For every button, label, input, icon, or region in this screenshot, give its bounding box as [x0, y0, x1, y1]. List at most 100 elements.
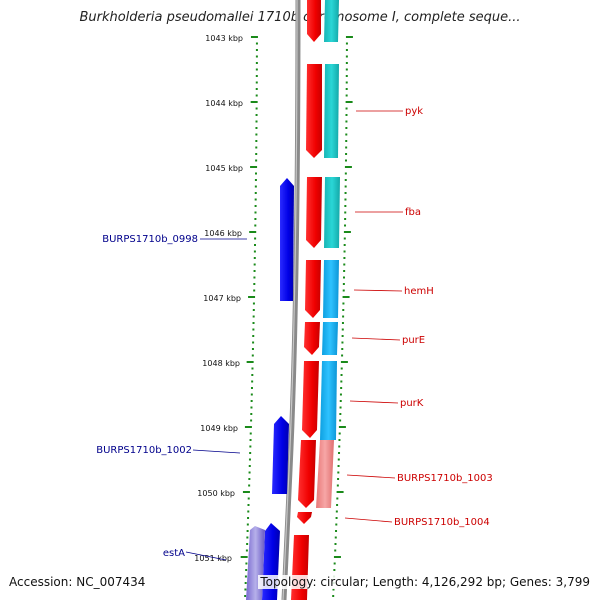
minor-tick: [249, 452, 252, 454]
backbone-arc: [281, 0, 301, 600]
major-tick: [248, 296, 256, 298]
minor-tick: [344, 179, 347, 181]
minor-tick: [338, 432, 341, 435]
minor-tick: [255, 146, 258, 149]
minor-tick: [342, 289, 345, 292]
minor-tick: [252, 341, 255, 344]
minor-tick: [337, 471, 340, 474]
minor-tick: [255, 88, 258, 90]
minor-tick: [253, 263, 256, 266]
minor-tick: [255, 120, 258, 123]
gene-label-hemh[interactable]: hemH: [404, 286, 434, 297]
minor-tick: [246, 530, 249, 532]
minor-tick: [252, 328, 255, 331]
major-tick: [250, 166, 258, 168]
gene-arrow: [297, 512, 312, 524]
minor-tick: [343, 263, 346, 266]
major-tick: [342, 296, 350, 298]
minor-tick: [244, 575, 247, 578]
minor-tick: [342, 309, 345, 311]
tick-label: 1044 kbp: [205, 99, 243, 108]
minor-tick: [345, 42, 348, 45]
minor-tick: [248, 458, 251, 461]
minor-tick: [249, 432, 252, 435]
minor-tick: [254, 192, 257, 194]
genome-info-text: Topology: circular; Length: 4,126,292 bp…: [258, 575, 590, 589]
minor-tick: [344, 211, 347, 214]
minor-tick: [338, 452, 341, 454]
minor-tick: [254, 218, 257, 220]
minor-tick: [345, 81, 348, 84]
gene-label-burps1710b-1002[interactable]: BURPS1710b_1002: [96, 445, 192, 456]
minor-tick: [343, 244, 346, 246]
minor-tick: [344, 172, 347, 175]
minor-tick: [345, 62, 348, 64]
minor-tick: [251, 367, 254, 370]
gene-label-burps1710b-1004[interactable]: BURPS1710b_1004: [394, 517, 490, 528]
accession-text: Accession: NC_007434: [9, 575, 146, 589]
minor-tick: [250, 400, 253, 402]
label-leaders: [185, 110, 403, 561]
minor-tick: [252, 302, 255, 305]
feature-block: [320, 361, 337, 440]
gene-arrow: [307, 0, 321, 42]
minor-tick: [343, 270, 346, 272]
minor-tick: [337, 465, 340, 467]
minor-tick: [343, 250, 346, 253]
minor-tick: [247, 497, 250, 500]
major-tick: [250, 101, 258, 103]
minor-tick: [252, 309, 255, 311]
gene-label-burps1710b-0998[interactable]: BURPS1710b_0998: [102, 234, 198, 245]
minor-tick: [253, 283, 256, 285]
minor-tick: [251, 380, 254, 383]
gene-arrow: [306, 177, 322, 248]
minor-tick: [255, 140, 258, 142]
scale-ring-right: [332, 36, 353, 597]
minor-tick: [345, 127, 348, 129]
minor-tick: [341, 341, 344, 344]
minor-tick: [336, 504, 339, 506]
gene-arrow: [304, 322, 320, 355]
gene-label-fba[interactable]: fba: [405, 207, 421, 218]
gene-label-purk[interactable]: purK: [400, 398, 424, 409]
minor-tick: [339, 400, 342, 402]
minor-tick: [246, 523, 249, 526]
gene-label-burps1710b-1003[interactable]: BURPS1710b_1003: [397, 473, 493, 484]
tick-label: 1050 kbp: [197, 489, 235, 498]
minor-tick: [343, 257, 346, 259]
minor-tick: [341, 328, 344, 331]
gene-label-esta[interactable]: estA: [163, 548, 185, 559]
minor-tick: [255, 159, 258, 162]
minor-tick: [342, 283, 345, 285]
minor-tick: [335, 517, 338, 519]
minor-tick: [253, 270, 256, 272]
minor-tick: [345, 146, 348, 149]
minor-tick: [345, 107, 348, 110]
minor-tick: [344, 192, 347, 194]
minor-tick: [253, 289, 256, 292]
minor-tick: [249, 445, 252, 448]
minor-tick: [344, 224, 347, 227]
gene-label-pyk[interactable]: pyk: [405, 106, 423, 117]
minor-tick: [339, 413, 342, 415]
minor-tick: [252, 315, 255, 318]
feature-block: [316, 440, 334, 508]
minor-tick: [340, 380, 343, 383]
minor-tick: [245, 549, 248, 552]
minor-tick: [255, 68, 258, 71]
minor-tick: [337, 458, 340, 461]
major-tick: [345, 36, 353, 38]
feature-block: [324, 64, 339, 158]
minor-tick: [253, 250, 256, 253]
minor-tick: [334, 549, 337, 552]
major-tick: [340, 361, 348, 363]
minor-tick: [339, 419, 342, 422]
minor-tick: [337, 478, 340, 480]
minor-tick: [340, 367, 343, 370]
minor-tick: [254, 224, 257, 227]
tick-label: 1047 kbp: [203, 294, 241, 303]
minor-tick: [342, 302, 345, 305]
minor-tick: [244, 595, 247, 597]
minor-tick: [345, 94, 348, 97]
gene-label-pure[interactable]: purE: [402, 335, 425, 346]
